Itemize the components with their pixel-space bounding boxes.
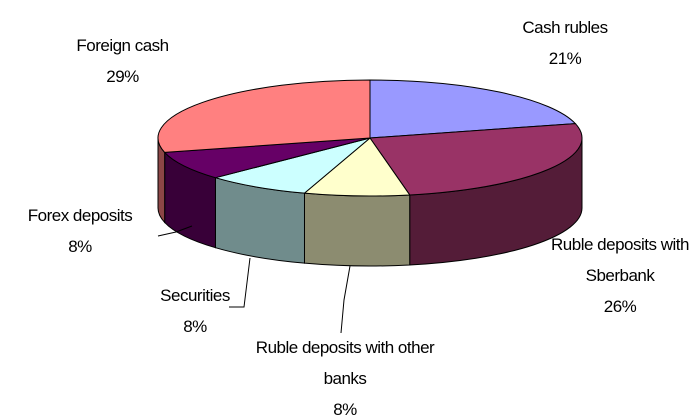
slice xyxy=(213,137,371,194)
category-label: Securities xyxy=(160,286,230,305)
slice-label: Securities 8% xyxy=(140,280,250,342)
category-label: Ruble deposits with other banks xyxy=(255,338,435,388)
leader-line xyxy=(157,225,193,237)
value-label: 8% xyxy=(333,400,357,416)
slice xyxy=(369,123,583,196)
value-label: 21% xyxy=(548,49,582,68)
leader-line xyxy=(340,265,351,334)
value-label: 29% xyxy=(106,67,139,86)
category-label: Cash rubles xyxy=(522,18,608,37)
leader-line xyxy=(229,257,251,308)
slice xyxy=(163,137,371,179)
slice-label: Ruble deposits with Sberbank 26% xyxy=(545,229,695,322)
category-label: Forex deposits xyxy=(27,206,133,225)
slice xyxy=(369,79,577,139)
category-label: Foreign cash xyxy=(76,36,169,55)
slice-label: Foreign cash 29% xyxy=(55,30,190,92)
slice-side xyxy=(303,192,411,267)
slice xyxy=(303,137,411,197)
slice xyxy=(157,79,371,153)
slice-label: Ruble deposits with other banks 8% xyxy=(250,332,440,416)
value-label: 8% xyxy=(183,317,207,336)
value-label: 8% xyxy=(68,237,92,256)
value-label: 26% xyxy=(603,297,637,316)
slice-label: Forex deposits 8% xyxy=(0,200,160,262)
slice-label: Cash rubles 21% xyxy=(500,12,630,74)
category-label: Ruble deposits with Sberbank xyxy=(551,235,689,285)
